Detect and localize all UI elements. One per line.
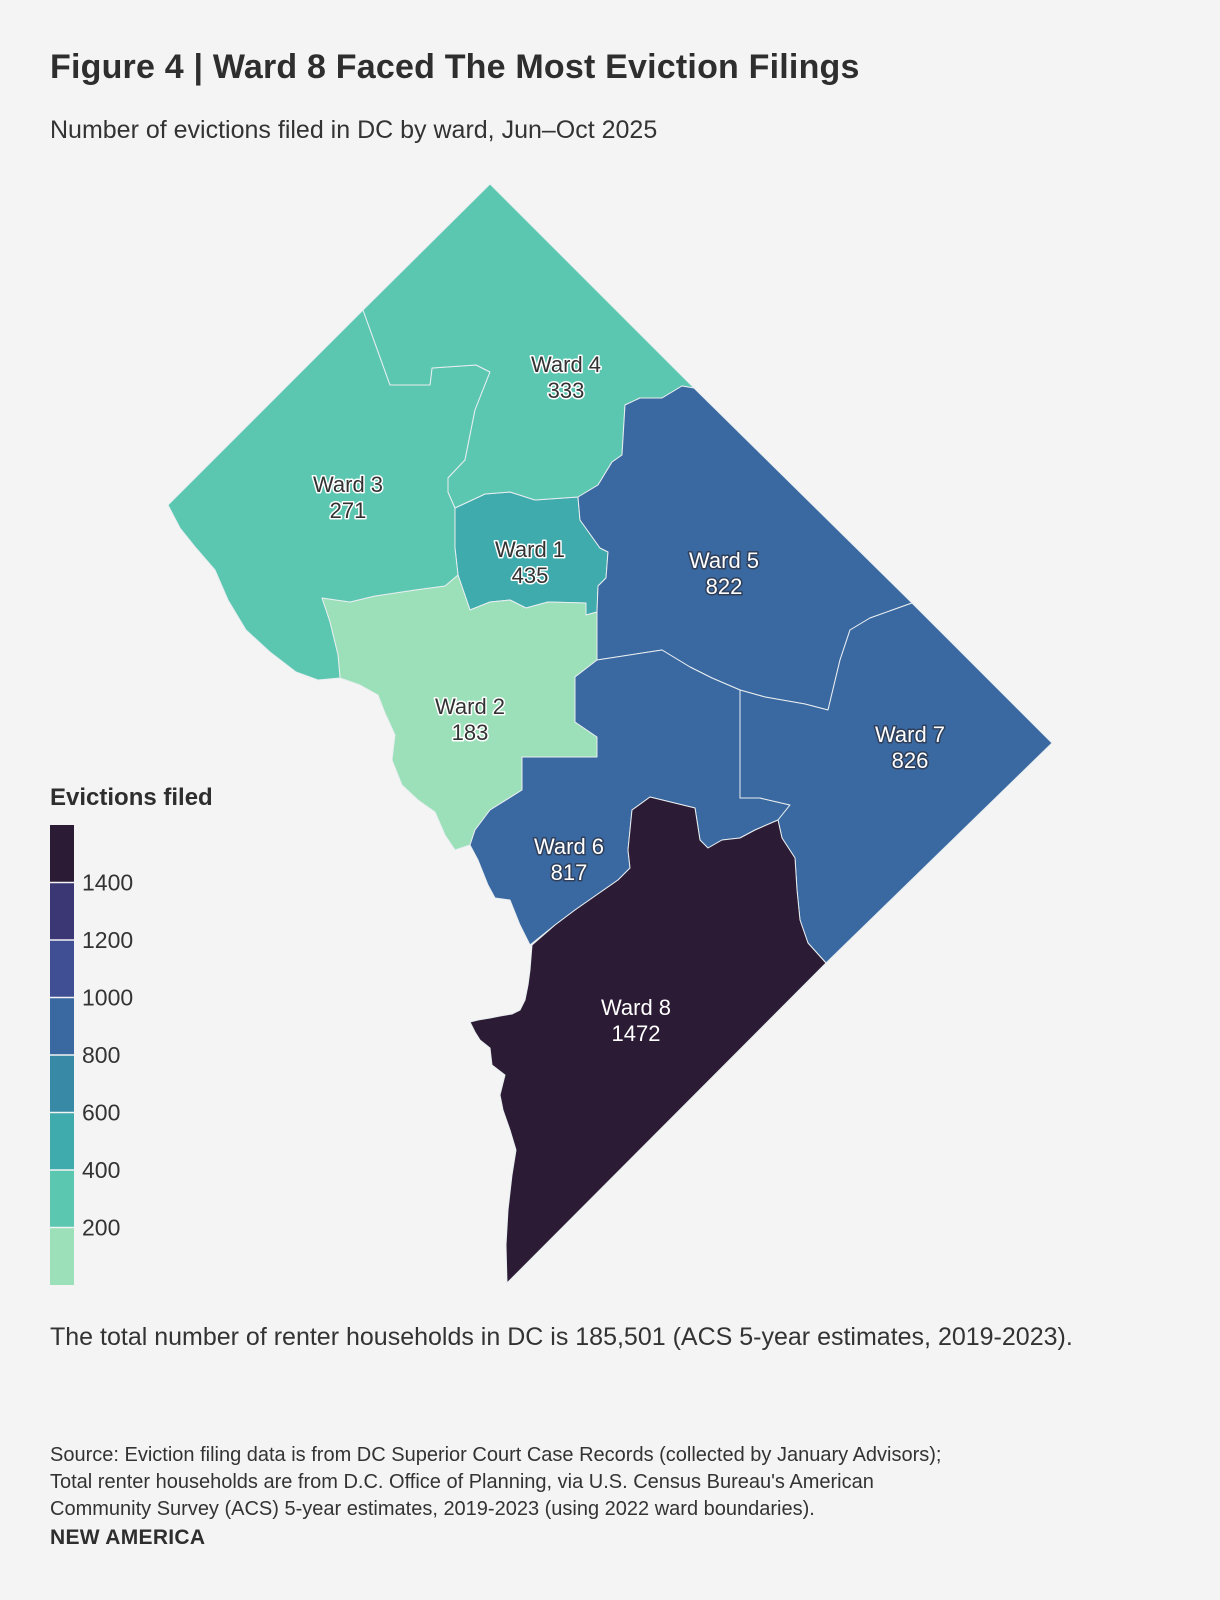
ward-8-name-label: Ward 8 [601,995,671,1020]
legend-tick-label: 1200 [82,927,133,953]
legend-swatch [50,825,74,883]
legend-tick-label: 200 [82,1215,120,1241]
footnote: The total number of renter households in… [50,1323,1073,1351]
ward-4-value-label: 333 [548,378,585,403]
source-note: Source: Eviction filing data is from DC … [50,1442,1170,1523]
ward-6-value-label: 817 [551,860,588,885]
legend-tick-label: 800 [82,1042,120,1068]
ward-2-value-label: 183 [452,720,489,745]
legend-tick-label: 400 [82,1157,120,1183]
legend-swatch [50,1055,74,1113]
chart-title: Figure 4 | Ward 8 Faced The Most Evictio… [50,48,860,86]
chart-subtitle: Number of evictions filed in DC by ward,… [50,116,658,144]
legend-swatch [50,1227,74,1285]
legend-swatch [50,1170,74,1228]
source-line: Total renter households are from D.C. Of… [50,1471,874,1493]
ward-8-region [469,796,827,1284]
ward-3-name-label: Ward 3 [313,472,383,497]
legend-tick-label: 1000 [82,985,133,1011]
legend-swatch [50,997,74,1055]
legend-tick-label: 1400 [82,870,133,896]
ward-1-value-label: 435 [512,563,549,588]
source-line: Source: Eviction filing data is from DC … [50,1444,942,1466]
ward-7-name-label: Ward 7 [875,722,945,747]
legend-swatch [50,940,74,998]
ward-2-name-label: Ward 2 [435,694,505,719]
ward-4-name-label: Ward 4 [531,352,601,377]
legend-swatch [50,1112,74,1170]
ward-8-value-label: 1472 [612,1021,661,1046]
ward-5-value-label: 822 [706,574,743,599]
source-line: Community Survey (ACS) 5-year estimates,… [50,1498,815,1520]
legend-tick-label: 600 [82,1100,120,1126]
ward-7-value-label: 826 [892,748,929,773]
ward-5-name-label: Ward 5 [689,548,759,573]
legend: 200 400 600 800 1000 1200 1400 [50,825,133,1285]
brand-logo: NEW AMERICA [50,1526,206,1549]
legend-swatch [50,882,74,940]
ward-3-value-label: 271 [330,498,367,523]
ward-1-name-label: Ward 1 [495,537,565,562]
ward-6-name-label: Ward 6 [534,834,604,859]
legend-title: Evictions filed [50,784,213,811]
